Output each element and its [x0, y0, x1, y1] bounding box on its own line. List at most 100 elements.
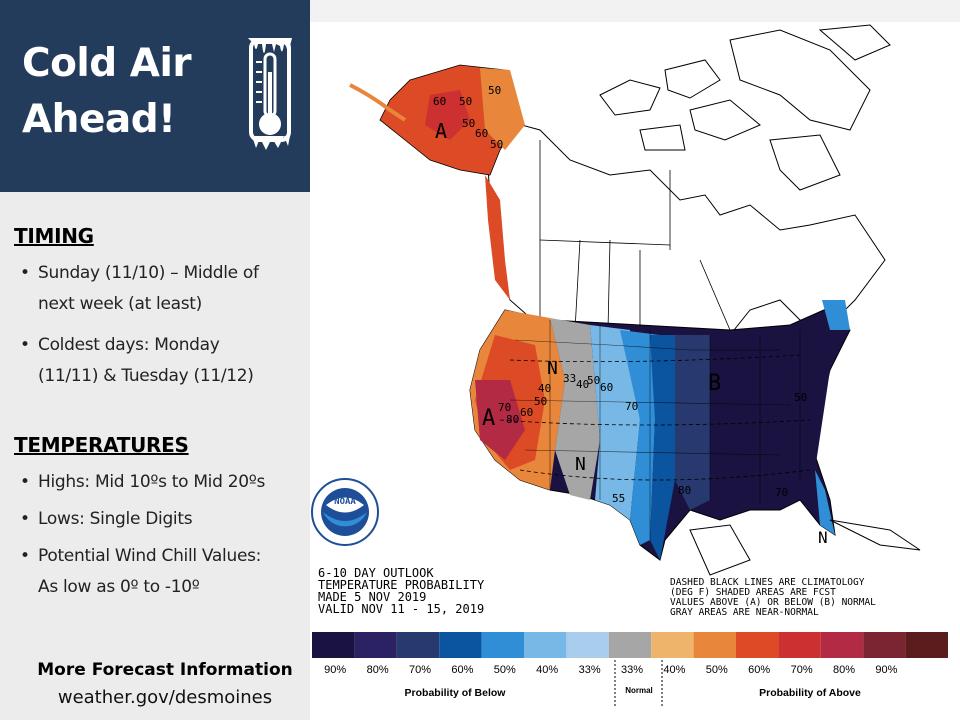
legend-label: 70% — [409, 664, 431, 676]
legend-swatch — [693, 632, 736, 658]
legend-label: 33% — [621, 664, 643, 676]
outlook-line: TEMPERATURE PROBABILITY — [318, 578, 485, 592]
contour-label: 50 — [794, 391, 807, 404]
contour-label: 50 — [587, 374, 600, 387]
legend-label: 80% — [833, 664, 855, 676]
left-panel: Cold Air Ahead! TIMING Sunday (11/10) – … — [0, 0, 310, 720]
region-letter-normal: N — [575, 454, 586, 475]
page-title: Cold Air Ahead! — [22, 36, 232, 148]
temperatures-list: Highs: Mid 10ºs to Mid 20ºs Lows: Single… — [18, 467, 308, 603]
list-item-line: Lows: Single Digits — [38, 509, 193, 529]
legend-swatch — [439, 632, 482, 658]
legend-swatch — [524, 632, 567, 658]
legend-above-label: Probability of Above — [759, 687, 861, 699]
legend-label: 60% — [748, 664, 770, 676]
timing-list: Sunday (11/10) – Middle of next week (at … — [18, 258, 308, 392]
legend-labels: 90% 80% 70% 60% 50% 40% 33% 33% 40% 50% 60% 70% 80% 9… — [324, 664, 897, 676]
legend-label: 50% — [706, 664, 728, 676]
contour-label: 60 — [600, 381, 613, 394]
legend-swatch — [651, 632, 694, 658]
contour-label: 70 — [625, 400, 638, 413]
legend-label: 33% — [579, 664, 601, 676]
title-line-1: Cold Air — [22, 41, 192, 86]
list-item-line: Coldest days: Monday — [38, 335, 220, 355]
arctic-islands — [599, 24, 891, 191]
noaa-logo-text: NOAA — [334, 497, 356, 507]
near-normal-band — [550, 318, 600, 500]
aleutians — [349, 83, 407, 122]
legend-swatch — [820, 632, 864, 658]
list-item: Lows: Single Digits — [18, 504, 308, 535]
outlook-caption: 6-10 DAY OUTLOOK TEMPERATURE PROBABILITY… — [318, 566, 485, 616]
contour-label: 40 — [538, 382, 551, 395]
timing-heading: TIMING — [14, 224, 94, 248]
contour-label: 50 — [462, 117, 475, 130]
region-letter-below: B — [708, 371, 721, 396]
legend-swatch — [481, 632, 524, 658]
contour-label: 60 — [475, 127, 488, 140]
legend-swatch — [354, 632, 397, 658]
contour-label: 70 — [775, 486, 788, 499]
outlook-map: A A B N N N 60 50 50 50 60 50 40 50 70 6… — [310, 22, 960, 712]
legend-label: 90% — [324, 664, 346, 676]
legend-swatch — [736, 632, 779, 658]
list-item-line: (11/11) & Tuesday (11/12) — [38, 366, 254, 386]
note-line: GRAY AREAS ARE NEAR-NORMAL — [670, 607, 819, 618]
contour-label: 50 — [488, 84, 501, 97]
thermometer-icon — [248, 38, 292, 150]
contour-label: 40 — [576, 378, 589, 391]
list-item-line: Highs: Mid 10ºs to Mid 20ºs — [38, 472, 266, 492]
legend-swatches — [312, 632, 948, 658]
more-info-link[interactable]: weather.gov/desmoines — [57, 687, 273, 708]
legend-label: 40% — [536, 664, 558, 676]
legend-label: 40% — [663, 664, 685, 676]
alaska-core-region — [425, 90, 470, 140]
note-line: VALUES ABOVE (A) OR BELOW (B) NORMAL — [670, 597, 876, 608]
legend-swatch — [863, 632, 906, 658]
legend-swatch — [396, 632, 440, 658]
legend-swatch — [778, 632, 821, 658]
legend-swatch — [566, 632, 609, 658]
legend-label: 50% — [494, 664, 516, 676]
temperatures-heading: TEMPERATURES — [14, 433, 189, 457]
region-letter-normal: N — [818, 528, 828, 547]
below-light-band — [590, 325, 640, 520]
contour-label: 50 — [459, 95, 472, 108]
contour-label: 60 — [520, 406, 533, 419]
contour-label: 33 — [563, 372, 576, 385]
province-borders — [539, 140, 731, 331]
list-item-line: Sunday (11/10) – Middle of — [38, 263, 259, 283]
outlook-line: MADE 5 NOV 2019 — [318, 590, 426, 604]
bc-coast — [485, 175, 510, 300]
contour-label: 60 — [433, 95, 446, 108]
note-line: DASHED BLACK LINES ARE CLIMATOLOGY — [670, 577, 865, 588]
list-item-line: As low as 0º to -10º — [38, 577, 200, 597]
florida-region — [815, 470, 835, 535]
list-item: Coldest days: Monday (11/11) & Tuesday (1… — [18, 330, 308, 392]
contour-labels: 60 50 50 50 60 50 40 50 70 60 80 33 40 5… — [433, 84, 807, 505]
outlook-map-panel: A A B N N N 60 50 50 50 60 50 40 50 70 6… — [310, 0, 960, 720]
more-info-label: More Forecast Information — [37, 660, 293, 680]
below-strong-band — [650, 335, 680, 560]
legend-label: 60% — [451, 664, 473, 676]
yucatan-outline — [689, 524, 751, 576]
climatology-lines — [499, 354, 811, 481]
outlook-line: 6-10 DAY OUTLOOK — [318, 566, 434, 580]
list-item-line: next week (at least) — [38, 294, 203, 314]
note-line: (DEG F) SHADED AREAS ARE FCST — [670, 587, 836, 598]
contour-label: 55 — [612, 492, 625, 505]
map-notes: DASHED BLACK LINES ARE CLIMATOLOGY (DEG … — [670, 577, 876, 618]
contour-label: 70 — [498, 401, 511, 414]
legend-below-label: Probability of Below — [405, 687, 507, 699]
legend-swatch — [312, 632, 355, 658]
contour-label: 50 — [490, 138, 503, 151]
maine-region — [822, 300, 850, 330]
region-letter-normal: N — [547, 358, 558, 379]
list-item-line: Potential Wind Chill Values: — [38, 546, 262, 566]
legend-label: 90% — [875, 664, 897, 676]
map-top-band — [310, 0, 960, 22]
legend-swatch — [905, 632, 948, 658]
region-letter-above: A — [435, 119, 447, 143]
region-letter-above: A — [482, 406, 495, 431]
legend-normal-label: Normal — [625, 686, 653, 695]
